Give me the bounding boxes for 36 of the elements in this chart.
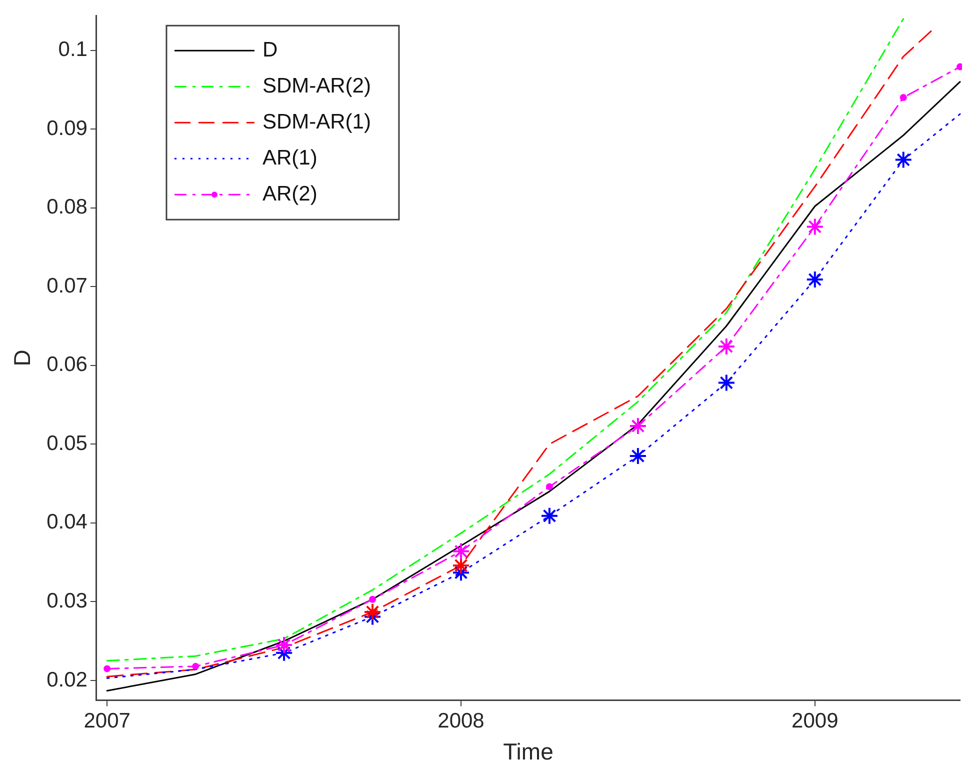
point	[369, 596, 376, 603]
y-tick-label: 0.1	[58, 38, 88, 62]
y-tick-label: 0.05	[46, 432, 88, 455]
y-tick-label: 0.02	[46, 668, 88, 692]
x-tick-label: 2008	[438, 710, 484, 733]
y-tick-label: 0.09	[46, 116, 88, 140]
y-tick-label: 0.07	[46, 274, 88, 298]
point	[104, 665, 111, 672]
point	[364, 608, 382, 626]
point	[452, 542, 470, 560]
point	[806, 218, 824, 236]
x-axis-title: Time	[503, 738, 554, 765]
y-axis-title: D	[9, 350, 36, 366]
point	[628, 446, 647, 465]
point	[806, 270, 824, 289]
legend-label: AR(2)	[262, 182, 318, 206]
legend-label: AR(1)	[262, 146, 318, 170]
y-tick-label: 0.04	[46, 510, 88, 534]
y-tick-label: 0.03	[46, 590, 88, 613]
x-tick-label: 2009	[792, 710, 838, 733]
y-tick-label: 0.08	[46, 196, 88, 219]
legend-label: SDM-AR(1)	[262, 110, 371, 134]
y-tick-label: 0.06	[46, 353, 88, 376]
point	[628, 417, 647, 436]
point	[546, 483, 553, 490]
legend-label: D	[262, 38, 278, 62]
point	[717, 374, 736, 392]
point	[192, 662, 200, 670]
point	[717, 337, 736, 356]
point	[894, 150, 912, 169]
x-tick-label: 2007	[84, 710, 130, 733]
point	[540, 506, 558, 525]
point	[900, 94, 907, 102]
legend-label: SDM-AR(2)	[262, 74, 371, 98]
point	[275, 636, 294, 654]
point	[364, 602, 382, 621]
